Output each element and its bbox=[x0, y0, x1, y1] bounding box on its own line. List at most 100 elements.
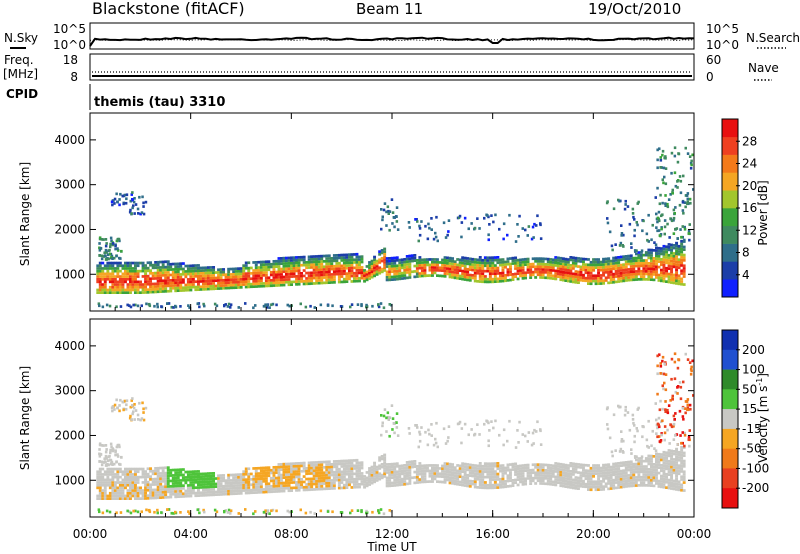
velocity-cell bbox=[666, 411, 670, 415]
velocity-cell bbox=[680, 483, 684, 487]
velocity-cell bbox=[559, 465, 563, 469]
power-cell bbox=[434, 235, 438, 239]
velocity-cell bbox=[111, 478, 115, 482]
power-cell bbox=[98, 277, 102, 281]
velocity-cell bbox=[423, 464, 427, 467]
power-cell bbox=[325, 262, 329, 266]
velocity-cell bbox=[476, 472, 480, 476]
power-cell bbox=[461, 272, 465, 276]
velocity-cell bbox=[337, 467, 341, 471]
power-cell bbox=[582, 276, 585, 280]
velocity-cell bbox=[144, 478, 148, 481]
power-cell bbox=[665, 272, 669, 275]
power-cell bbox=[483, 216, 486, 220]
velocity-cell bbox=[378, 456, 382, 459]
velocity-cell bbox=[408, 474, 412, 477]
power-cell bbox=[118, 198, 121, 201]
power-cell bbox=[197, 266, 200, 270]
power-cell bbox=[232, 267, 236, 271]
power-cell bbox=[116, 291, 120, 294]
velocity-cell bbox=[207, 488, 210, 492]
power-cell bbox=[609, 275, 613, 279]
power-cell bbox=[370, 262, 374, 266]
power-cell bbox=[620, 232, 624, 235]
power-cell bbox=[115, 239, 119, 243]
velocity-cell bbox=[405, 471, 409, 475]
velocity-cell bbox=[353, 467, 356, 470]
velocity-cell bbox=[619, 461, 623, 465]
power-cell bbox=[453, 260, 457, 263]
power-cell bbox=[670, 171, 673, 175]
power-cell bbox=[137, 212, 140, 215]
velocity-cell bbox=[390, 476, 394, 479]
velocity-cell bbox=[118, 470, 122, 474]
velocity-cell bbox=[202, 494, 205, 497]
velocity-cell bbox=[633, 434, 636, 438]
power-cell bbox=[577, 278, 580, 282]
power-cell bbox=[213, 302, 217, 306]
power-cell bbox=[317, 268, 321, 272]
velocity-cell bbox=[546, 482, 550, 486]
velocity-cell bbox=[624, 474, 628, 478]
power-cell bbox=[264, 276, 268, 280]
velocity-cell bbox=[287, 486, 291, 490]
power-cell bbox=[161, 287, 165, 291]
velocity-cell bbox=[282, 484, 286, 487]
power-cell bbox=[549, 276, 553, 280]
power-cell bbox=[607, 273, 611, 277]
power-cell bbox=[337, 264, 341, 268]
power-cell bbox=[302, 258, 306, 262]
power-cell bbox=[378, 253, 382, 256]
velocity-cell bbox=[584, 472, 588, 475]
velocity-cell bbox=[456, 469, 460, 473]
power-cell bbox=[209, 284, 213, 288]
power-cell bbox=[142, 205, 145, 208]
power-cell bbox=[282, 262, 286, 265]
power-cell bbox=[599, 260, 603, 264]
velocity-cell bbox=[642, 484, 646, 487]
velocity-cell bbox=[146, 472, 150, 476]
velocity-cell bbox=[365, 476, 369, 480]
power-cell bbox=[111, 283, 115, 286]
velocity-cell bbox=[116, 444, 119, 447]
power-cell bbox=[559, 262, 563, 265]
power-cell bbox=[234, 278, 238, 281]
power-cell bbox=[191, 269, 195, 273]
velocity-cell bbox=[315, 463, 319, 467]
power-cell bbox=[249, 266, 253, 270]
power-cell bbox=[651, 223, 654, 227]
velocity-cell bbox=[602, 466, 606, 470]
velocity-cell bbox=[169, 479, 173, 483]
velocity-cell bbox=[191, 486, 195, 490]
velocity-cell bbox=[534, 463, 538, 466]
velocity-cell bbox=[141, 473, 145, 476]
power-cell bbox=[619, 263, 623, 267]
power-cell bbox=[444, 236, 448, 239]
power-cell bbox=[521, 258, 525, 261]
velocity-cell bbox=[651, 429, 654, 433]
velocity-cell bbox=[229, 481, 233, 485]
power-cell bbox=[453, 276, 457, 280]
power-cell bbox=[191, 264, 195, 267]
velocity-cell bbox=[154, 467, 158, 470]
power-cell bbox=[494, 213, 497, 217]
power-cell bbox=[564, 279, 568, 282]
velocity-cell bbox=[151, 496, 155, 500]
power-cell bbox=[393, 270, 397, 273]
velocity-cell bbox=[197, 486, 200, 489]
power-cell bbox=[103, 291, 107, 294]
velocity-cell bbox=[272, 482, 276, 485]
power-cell bbox=[506, 268, 510, 271]
power-cell bbox=[124, 288, 127, 292]
power-cell bbox=[393, 262, 397, 265]
velocity-cell bbox=[579, 474, 583, 477]
power-cell bbox=[129, 208, 132, 212]
velocity-cell bbox=[533, 428, 536, 432]
velocity-cell bbox=[511, 462, 515, 466]
velocity-cell bbox=[212, 490, 216, 494]
velocity-cell bbox=[174, 479, 178, 482]
velocity-cell bbox=[653, 447, 656, 450]
velocity-cell bbox=[232, 473, 236, 477]
velocity-cell bbox=[199, 475, 203, 478]
velocity-cell bbox=[179, 487, 183, 490]
